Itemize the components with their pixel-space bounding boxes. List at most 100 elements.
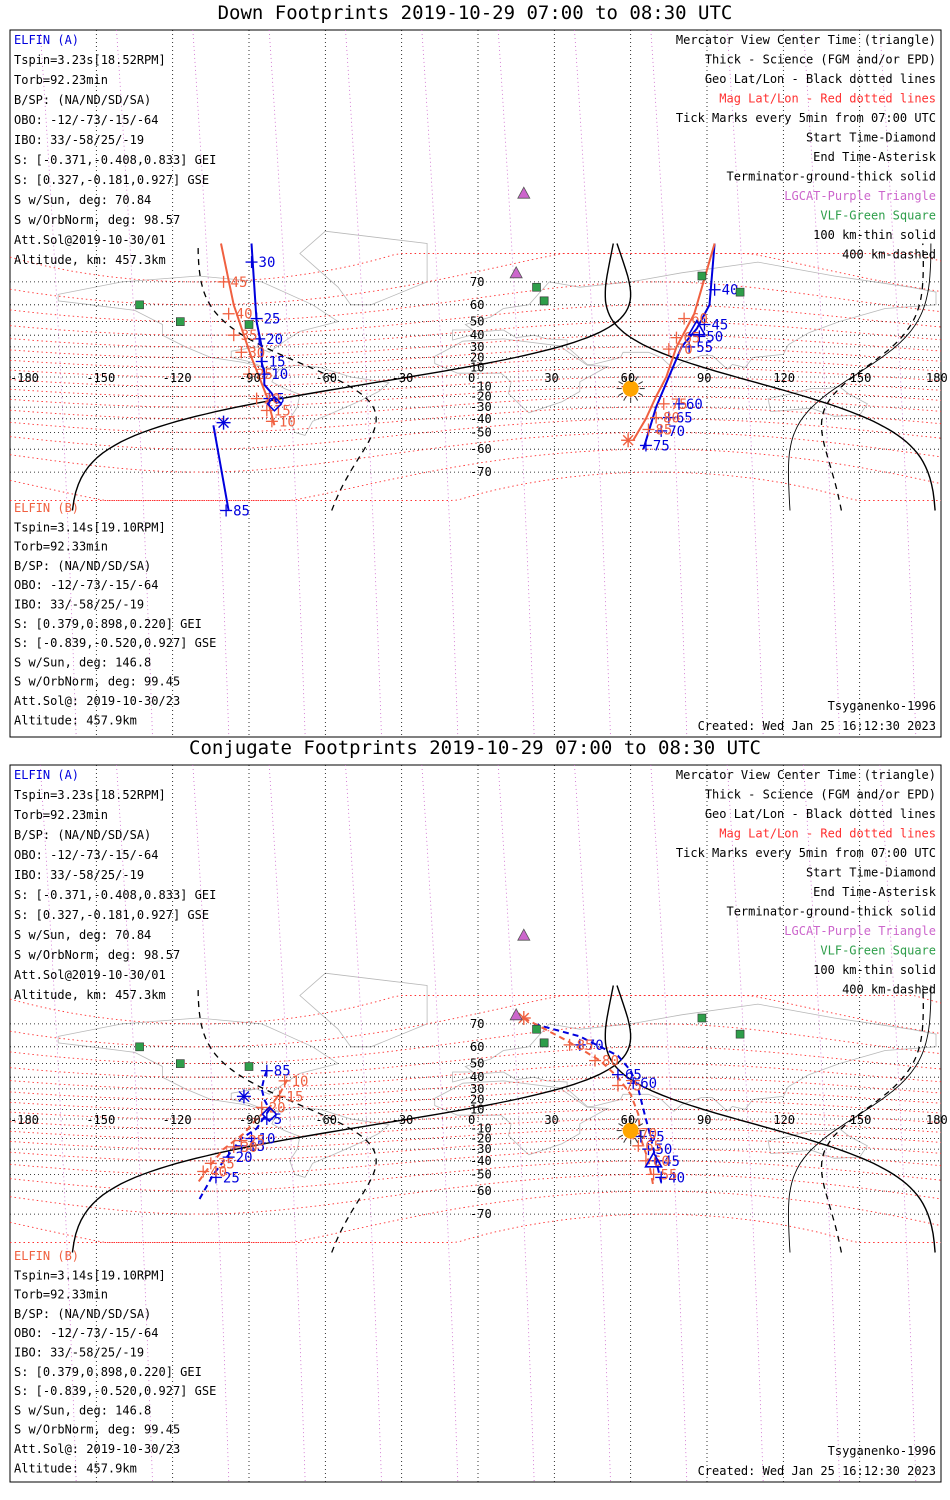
lgcat-triangle-icon (517, 928, 531, 941)
legend-item: Terminator-ground-thick solid (726, 170, 936, 184)
coastline-layer (57, 230, 937, 436)
time-tick-label: 70 (668, 424, 685, 440)
legend-item: 100 km-thin solid (813, 228, 936, 242)
track-layer: 8551015202510152025303540706560555045408… (135, 928, 745, 1203)
time-tick-label: 55 (661, 1167, 678, 1183)
elfin-b-info-line: OBO: -12/-73/-15/-64 (14, 1326, 159, 1340)
legend-item: Geo Lat/Lon - Black dotted lines (705, 807, 936, 821)
elfin-a-name: ELFIN (A) (14, 33, 79, 47)
time-tick-label: 30 (248, 345, 265, 361)
created-label: Created: Wed Jan 25 16:12:30 2023 (698, 719, 936, 733)
lon-label: -90 (239, 371, 261, 385)
mag-meridian (879, 30, 917, 737)
mag-meridian (879, 765, 917, 1482)
vlf-square-icon (244, 1062, 254, 1071)
lat-label: -20 (470, 390, 492, 404)
mag-latitude-line (10, 396, 941, 420)
vlf-square-icon (176, 1059, 185, 1068)
lgcat-triangle-icon (509, 266, 523, 279)
end-asterisk (622, 434, 634, 446)
mag-latitude-line (10, 346, 941, 368)
mag-meridian (726, 765, 764, 1482)
lon-label: -60 (315, 371, 337, 385)
mag-latitude-line (10, 431, 941, 473)
time-tick-label: 85 (274, 1064, 291, 1080)
vlf-square-icon (135, 1042, 144, 1052)
sun-ray (634, 1138, 639, 1143)
info-panel-conjugate: ELFIN (A) Tspin=3.23s[18.52RPM] Torb=92.23… (14, 768, 937, 1478)
elfin-b-info-line: IBO: 33/-58/25/-19 (14, 598, 144, 612)
elfin-b-info-line: S: [0.379,0.898,0.220] GEI (14, 1365, 202, 1379)
mag-latitude-line (10, 1128, 941, 1150)
elfin-a-info-line: Tspin=3.23s[18.52RPM] (14, 788, 166, 802)
elfin-a-info-line: Altitude, km: 457.3km (14, 253, 166, 267)
time-tick-label: 25 (256, 367, 273, 383)
legend-item: VLF-Green Square (820, 944, 936, 958)
mag-latitude-line (10, 1138, 941, 1162)
elfin-a-track-west (250, 243, 278, 405)
elfin-a-info-line: S: [0.327,-0.181,0.927] GSE (14, 173, 209, 187)
vlf-square-icon (532, 282, 541, 292)
lon-label: 120 (773, 371, 795, 385)
vlf-square-icon (532, 1024, 541, 1034)
sun-ray (638, 392, 644, 396)
mag-meridian (268, 30, 306, 737)
legend-item: Thick - Science (FGM and/or EPD) (705, 53, 936, 67)
coastline-0 (57, 275, 340, 370)
altitude-100km-line (787, 985, 932, 1253)
time-tick-label: 10 (259, 1132, 276, 1148)
mag-meridian (192, 765, 230, 1482)
mag-meridian (574, 765, 611, 1482)
lon-label: -150 (86, 1113, 115, 1127)
elfin-b-info-line: S w/Sun, deg: 146.8 (14, 1403, 151, 1417)
elfin-b-track-east (523, 1017, 655, 1188)
mag-latitude-line (10, 448, 941, 501)
end-asterisk (238, 1090, 250, 1102)
time-tick-label: 35 (218, 1156, 235, 1172)
altitude-400km-line (197, 985, 377, 1253)
time-tick-label: 85 (655, 422, 672, 438)
mag-latitude-line (10, 253, 941, 283)
end-asterisk (218, 417, 230, 429)
lat-label: -50 (470, 1167, 492, 1181)
elfin-b-name: ELFIN (B) (14, 501, 79, 515)
view-center-triangle (687, 319, 707, 336)
elfin-b-info-line: Att.Sol@: 2019-10-30/23 (14, 694, 180, 708)
mag-meridian (192, 30, 230, 737)
time-tick-label: 55 (696, 340, 713, 356)
panel-title-conjugate: Conjugate Footprints 2019-10-29 07:00 to… (189, 737, 761, 759)
legend-item: Start Time-Diamond (806, 866, 936, 880)
time-tick-label: 75 (671, 397, 688, 413)
lon-label: -180 (10, 1113, 39, 1127)
time-tick-label: 30 (259, 255, 276, 271)
coastline-2 (452, 1003, 937, 1112)
lat-label: -30 (470, 1142, 492, 1156)
lat-label: -60 (470, 1184, 492, 1198)
mag-meridian (650, 765, 688, 1482)
elfin-b-info-line: B/SP: (NA/ND/SD/SA) (14, 1307, 151, 1321)
mag-latitude-line (10, 995, 941, 1025)
lat-label: -40 (470, 1154, 492, 1168)
mag-latitude-line (10, 1160, 941, 1192)
sun-ray (618, 381, 624, 385)
elfin-a-track-east (642, 243, 716, 450)
legend-item: LGCAT-Purple Triangle (784, 924, 936, 938)
mag-latitude-line (10, 386, 941, 408)
lgcat-triangle-icon (509, 1008, 523, 1021)
lon-label: 90 (697, 371, 711, 385)
created-label: Created: Wed Jan 25 16:12:30 2023 (698, 1464, 936, 1478)
elfin-b-info-line: IBO: 33/-58/25/-19 (14, 1346, 144, 1360)
elfin-b-info-line: S: [0.379,0.898,0.220] GEI (14, 617, 202, 631)
panel-title-down: Down Footprints 2019-10-29 07:00 to 08:3… (217, 2, 733, 24)
time-tick-label: 45 (663, 1154, 680, 1170)
elfin-a-info-line: OBO: -12/-73/-15/-64 (14, 113, 159, 127)
elfin-a-info-line: B/SP: (NA/ND/SD/SA) (14, 93, 151, 107)
time-tick-label: 75 (653, 438, 670, 454)
lon-label: 60 (621, 371, 635, 385)
vlf-square-icon (176, 317, 185, 326)
time-tick-label: 10 (292, 1074, 309, 1090)
altitude-400km-line (820, 985, 924, 1253)
legend-item: Tick Marks every 5min from 07:00 UTC (676, 111, 936, 125)
elfin-a-info-line: S w/Sun, deg: 70.84 (14, 193, 151, 207)
lon-label: 180 (926, 371, 948, 385)
